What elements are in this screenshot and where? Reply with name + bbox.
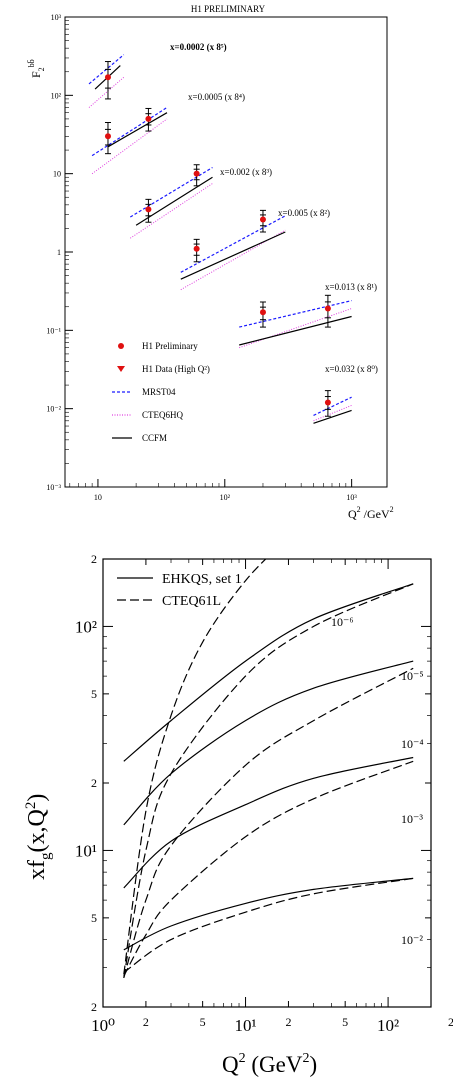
y-tick-label: 10⁻³ bbox=[46, 483, 61, 492]
y-axis-label: xfg(x,Q2) bbox=[23, 794, 54, 880]
data-point bbox=[145, 115, 152, 122]
y-tick-label: 10¹ bbox=[75, 841, 97, 860]
y-tick-label: 2 bbox=[91, 776, 97, 790]
data-point bbox=[324, 305, 331, 312]
bin-label: x=0.0002 (x 8⁵) bbox=[170, 42, 227, 52]
x-axis: 10⁰ 2 5 10¹ 2 5 10² 2 bbox=[91, 559, 453, 1035]
ehkqs-curve bbox=[123, 583, 414, 762]
x-tick-label: 10² bbox=[220, 493, 231, 502]
chart-title: H1 PRELIMINARY bbox=[191, 4, 266, 14]
legend-label: EHKQS, set 1 bbox=[162, 572, 242, 587]
ehkqs-curve bbox=[123, 756, 414, 889]
y-tick-label: 10² bbox=[51, 91, 62, 100]
data-point bbox=[259, 216, 266, 223]
y-tick-label: 2 bbox=[91, 1000, 97, 1014]
plot-frame bbox=[102, 558, 432, 1008]
bin-labels: x=0.0002 (x 8⁵) x=0.0005 (x 8⁴) x=0.002 (x… bbox=[170, 42, 378, 374]
bin-label: x=0.002 (x 8³) bbox=[220, 167, 272, 177]
x-tick-label: 10³ bbox=[346, 493, 357, 502]
x-tick-label: 10 bbox=[94, 493, 102, 502]
x-tick-label: 2 bbox=[285, 1015, 291, 1029]
cteq61l-curve bbox=[123, 583, 414, 978]
legend-marker bbox=[118, 343, 124, 349]
legend-label: MRST04 bbox=[142, 387, 176, 397]
plot-area bbox=[88, 54, 352, 424]
data-point bbox=[145, 206, 152, 213]
legend-marker bbox=[117, 366, 125, 372]
y-tick-label: 10⁻² bbox=[46, 405, 61, 414]
cteq61l-curve bbox=[123, 559, 267, 975]
y-tick-label: 2 bbox=[91, 552, 97, 566]
curve-labels: 10⁻⁶ 10⁻⁵ 10⁻⁴ 10⁻³ 10⁻² bbox=[331, 615, 424, 947]
legend-label: H1 Preliminary bbox=[142, 341, 198, 351]
legend: EHKQS, set 1 CTEQ61L bbox=[117, 572, 242, 609]
curve-label: 10⁻⁶ bbox=[331, 615, 354, 629]
y-tick-label: 10 bbox=[53, 170, 61, 179]
y-axis-label: F2bb̄ bbox=[27, 59, 46, 78]
data-point bbox=[104, 74, 111, 81]
bin-label: x=0.005 (x 8²) bbox=[278, 208, 330, 218]
y-tick-label: 10³ bbox=[51, 13, 62, 22]
bin-label: x=0.0005 (x 8⁴) bbox=[188, 92, 245, 102]
x-axis: 10 10² 10³ bbox=[69, 479, 357, 502]
cteq61l-curve bbox=[123, 667, 414, 978]
x-tick-label: 10² bbox=[377, 1016, 399, 1035]
data-point bbox=[259, 309, 266, 316]
mrst04-curve bbox=[91, 106, 168, 157]
x-axis-label: Q2 (GeV2) bbox=[222, 1051, 317, 1077]
ccfm-curve bbox=[107, 112, 168, 148]
cteq6hq-curve bbox=[91, 118, 168, 175]
data-point bbox=[324, 399, 331, 406]
x-tick-label: 10⁰ bbox=[91, 1016, 115, 1035]
curve-label: 10⁻⁵ bbox=[401, 669, 424, 683]
x-tick-label: 5 bbox=[200, 1015, 206, 1029]
y-axis: 2 10² 5 2 10¹ 5 2 bbox=[75, 552, 431, 1014]
data-point bbox=[193, 170, 200, 177]
legend-label: H1 Data (High Q²) bbox=[142, 364, 210, 374]
x-tick-label: 2 bbox=[143, 1015, 149, 1029]
curve-label: 10⁻⁴ bbox=[401, 737, 424, 751]
y-axis: 10⁻³ 10⁻² 10⁻¹ 1 10 10² 10³ bbox=[46, 13, 73, 492]
ccfm-curve bbox=[239, 315, 352, 346]
x-tick-label: 10¹ bbox=[234, 1016, 256, 1035]
cteq6hq-curve bbox=[313, 404, 352, 422]
data-point bbox=[104, 133, 111, 140]
plot-area bbox=[123, 559, 414, 978]
x-axis-label: Q2 /GeV2 bbox=[348, 505, 394, 521]
cteq6hq-curve bbox=[130, 183, 213, 239]
cteq61l-curve bbox=[123, 760, 414, 977]
cteq61l-curve bbox=[123, 877, 414, 973]
legend: H1 Preliminary H1 Data (High Q²) MRST04 CTE… bbox=[112, 341, 210, 443]
x-tick-label: 5 bbox=[342, 1015, 348, 1029]
legend-label: CCFM bbox=[142, 433, 167, 443]
bin-label: x=0.032 (x 8⁰) bbox=[325, 364, 378, 374]
plot-frame bbox=[64, 16, 388, 488]
y-tick-label: 10² bbox=[75, 617, 97, 636]
bin-label: x=0.013 (x 8¹) bbox=[325, 282, 377, 292]
data-point bbox=[193, 245, 200, 252]
ccfm-curve bbox=[180, 231, 286, 280]
y-tick-label: 1 bbox=[57, 248, 61, 257]
mrst04-curve bbox=[129, 166, 213, 218]
curve-label: 10⁻² bbox=[401, 933, 423, 947]
x-tick-label: 2 bbox=[448, 1015, 453, 1029]
ehkqs-curve bbox=[123, 877, 414, 951]
mrst04-curve bbox=[239, 300, 352, 328]
ccfm-curve bbox=[135, 176, 213, 226]
cteq6hq-curve bbox=[88, 76, 125, 108]
legend-label: CTEQ61L bbox=[162, 594, 221, 609]
y-tick-label: 5 bbox=[91, 687, 97, 701]
legend-label: CTEQ6HQ bbox=[142, 410, 183, 420]
curve-label: 10⁻³ bbox=[401, 812, 423, 826]
y-tick-label: 5 bbox=[91, 911, 97, 925]
mrst04-curve bbox=[313, 396, 352, 416]
y-tick-label: 10⁻¹ bbox=[46, 326, 61, 335]
ehkqs-curve bbox=[123, 660, 414, 826]
ccfm-curve bbox=[313, 409, 352, 424]
